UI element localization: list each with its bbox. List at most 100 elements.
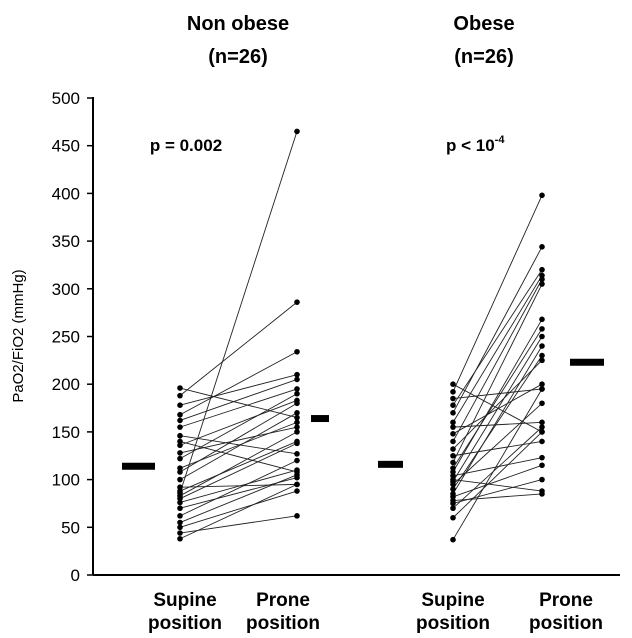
- category-label-obese-supine-line2: position: [416, 613, 490, 634]
- non-obese-supine-point-21: [177, 417, 183, 424]
- non-obese-prone-point-19: [294, 451, 300, 457]
- non-obese-pair-line-16: [179, 426, 298, 454]
- obese-prone-point-14: [539, 281, 545, 287]
- obese-pair-line-4: [452, 493, 543, 502]
- non-obese-pair-line-9: [179, 131, 298, 494]
- y-tick-label-300: 300: [52, 280, 80, 299]
- non-obese-supine-point-1: [177, 530, 183, 536]
- non-obese-pair-line-15: [179, 393, 298, 460]
- y-tick-label-400: 400: [52, 184, 80, 203]
- non-obese-pair-line-7: [179, 442, 298, 500]
- non-obese-prone-mean-marker: [311, 415, 329, 423]
- group-title-obese-line1: Obese: [453, 13, 514, 35]
- non-obese-supine-point-14: [177, 465, 183, 471]
- obese-prone-point-21: [539, 244, 545, 250]
- obese-pair-line-20: [452, 275, 543, 423]
- paired-data: [177, 128, 545, 543]
- non-obese-prone-point-15: [294, 390, 300, 397]
- obese-prone-point-25: [539, 429, 545, 435]
- group-title-non-obese-line2: (n=26): [208, 46, 267, 68]
- obese-prone-point-11: [539, 454, 545, 461]
- category-label-obese-prone-line2: position: [529, 613, 603, 634]
- obese-supine-point-24: [450, 389, 456, 395]
- category-label-non-obese-prone-line1: Prone: [256, 590, 310, 611]
- non-obese-supine-point-15: [177, 455, 183, 462]
- obese-pair-line-18: [452, 383, 543, 435]
- obese-supine-point-23: [450, 395, 456, 402]
- non-obese-supine-point-11: [177, 484, 183, 491]
- p-value-non-obese: p = 0.002: [150, 136, 222, 155]
- obese-pair-line-16: [452, 360, 543, 450]
- obese-prone-point-19: [539, 419, 545, 426]
- non-obese-prone-point-18: [294, 469, 300, 475]
- obese-prone-point-16: [539, 357, 545, 364]
- obese-pair-line-1: [452, 431, 543, 519]
- obese-supine-point-2: [450, 505, 456, 512]
- category-label-non-obese-supine-line1: Supine: [153, 590, 216, 611]
- non-obese-pair-line-2: [179, 490, 298, 528]
- group-title-obese-line2: (n=26): [454, 46, 513, 68]
- obese-prone-point-8: [539, 400, 545, 407]
- y-tick-label-0: 0: [71, 566, 80, 585]
- obese-supine-point-18: [450, 431, 456, 437]
- obese-pair-line-17: [452, 279, 543, 442]
- p-value-obese-exponent: -4: [495, 134, 506, 146]
- non-obese-pair-line-5: [179, 477, 298, 509]
- obese-supine-point-13: [450, 465, 456, 471]
- obese-pair-line-6: [452, 345, 543, 495]
- y-axis-title: PaO2/FiO2 (mmHg): [10, 269, 27, 402]
- obese-pair-line-8: [452, 402, 543, 485]
- non-obese-pair-line-20: [179, 388, 298, 428]
- obese-supine-point-1: [450, 514, 456, 521]
- obese-supine-point-19: [450, 424, 456, 430]
- obese-supine-point-16: [450, 446, 456, 452]
- obese-prone-point-22: [539, 266, 545, 273]
- y-axis-ticks: 0 50 100 150 200 250 300 350 400 450 500: [52, 89, 93, 585]
- non-obese-prone-point-25: [294, 414, 300, 421]
- non-obese-supine-point-18: [177, 438, 183, 445]
- non-obese-supine-point-4: [177, 513, 183, 519]
- non-obese-pair-line-12: [179, 412, 298, 480]
- obese-supine-mean-marker: [378, 460, 403, 468]
- non-obese-supine-point-25: [177, 385, 183, 391]
- p-value-obese: p < 10-4: [446, 134, 505, 155]
- y-tick-label-100: 100: [52, 471, 80, 490]
- y-tick-label-150: 150: [52, 423, 80, 442]
- non-obese-supine-point-19: [177, 432, 183, 439]
- non-obese-prone-point-24: [294, 299, 300, 305]
- non-obese-pair-line-19: [179, 435, 298, 455]
- non-obese-prone-point-16: [294, 424, 300, 430]
- non-obese-prone-point-22: [294, 348, 300, 355]
- obese-prone-point-12: [539, 316, 545, 323]
- obese-pair-line-22: [452, 269, 543, 406]
- non-obese-prone-point-17: [294, 397, 300, 404]
- obese-prone-point-7: [539, 352, 545, 359]
- non-obese-pair-line-23: [179, 374, 298, 406]
- non-obese-prone-point-10: [294, 438, 300, 445]
- obese-supine-point-7: [450, 486, 456, 492]
- y-tick-label-500: 500: [52, 89, 80, 108]
- non-obese-supine-point-24: [177, 392, 183, 399]
- obese-pair-line-2: [452, 426, 543, 509]
- obese-pair-line-5: [452, 464, 543, 498]
- group-title-non-obese-line1: Non obese: [187, 13, 289, 35]
- non-obese-pair-line-6: [179, 469, 298, 503]
- obese-prone-point-10: [539, 488, 545, 494]
- non-obese-pair-line-21: [179, 379, 298, 421]
- obese-supine-point-25: [450, 381, 456, 388]
- obese-supine-point-15: [450, 452, 456, 459]
- non-obese-prone-point-9: [294, 128, 300, 135]
- non-obese-prone-point-1: [294, 513, 300, 519]
- obese-supine-point-20: [450, 419, 456, 426]
- non-obese-prone-point-8: [294, 429, 300, 435]
- obese-prone-point-15: [539, 438, 545, 445]
- non-obese-supine-point-2: [177, 524, 183, 531]
- obese-prone-point-2: [539, 424, 545, 430]
- category-label-non-obese-prone-line2: position: [246, 613, 320, 634]
- y-tick-label-350: 350: [52, 232, 80, 251]
- obese-prone-point-3: [539, 476, 545, 483]
- non-obese-prone-point-21: [294, 376, 300, 383]
- obese-prone-point-9: [539, 333, 545, 340]
- non-obese-prone-point-20: [294, 386, 300, 392]
